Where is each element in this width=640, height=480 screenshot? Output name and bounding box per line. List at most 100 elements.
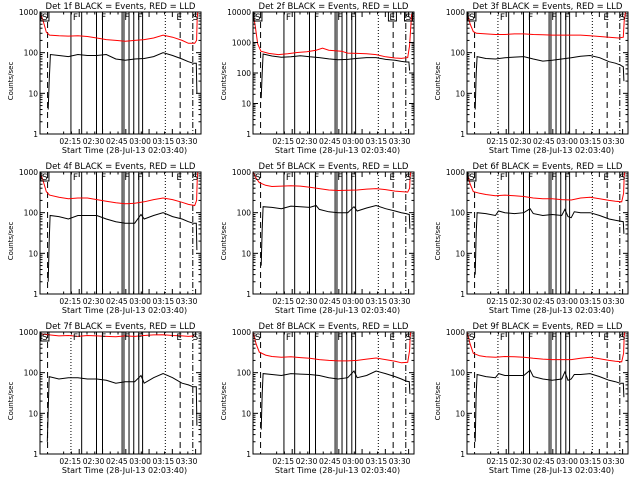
series-lld-line bbox=[253, 12, 414, 59]
y-tick-label: 100 bbox=[237, 209, 252, 218]
y-tick-label: 10 bbox=[28, 249, 38, 258]
x-tick-label: 03:00 bbox=[129, 457, 151, 466]
marker-s: S bbox=[193, 13, 199, 23]
panel-title: Det 7f BLACK = Events, RED = LLD bbox=[46, 322, 196, 332]
x-tick-label: 03:30 bbox=[389, 457, 411, 466]
marker-f: F bbox=[350, 13, 355, 23]
x-tick-label: 02:30 bbox=[510, 137, 532, 146]
marker-f: F bbox=[528, 173, 533, 183]
marker-e: E bbox=[603, 333, 609, 343]
y-tick-label: 1000 bbox=[446, 328, 465, 337]
series-lld-line bbox=[467, 12, 626, 39]
marker-f: F bbox=[528, 333, 533, 343]
plot-frame bbox=[466, 11, 629, 135]
panel-title: Det 1f BLACK = Events, RED = LLD bbox=[46, 2, 196, 12]
y-tick-label: 1 bbox=[460, 130, 465, 139]
marker-f: F bbox=[337, 333, 342, 343]
y-axis-label: Counts/sec bbox=[220, 382, 228, 421]
x-axis-label: Start Time (28-Jul-13 02:03:40) bbox=[489, 466, 614, 475]
y-axis-label: Counts/sec bbox=[434, 62, 442, 101]
marker-s: S bbox=[406, 173, 412, 183]
marker-f: F bbox=[337, 173, 342, 183]
y-tick-label: 1000 bbox=[232, 168, 251, 177]
x-tick-label: 02:15 bbox=[486, 137, 508, 146]
marker-f: F bbox=[286, 13, 291, 23]
marker-e: E bbox=[603, 13, 609, 23]
marker-e: E bbox=[389, 333, 395, 343]
x-tick-label: 02:30 bbox=[510, 297, 532, 306]
series-lld-line bbox=[253, 332, 412, 364]
marker-f: F bbox=[73, 333, 78, 343]
plot-frame bbox=[39, 331, 202, 455]
panel-title: Det 4f BLACK = Events, RED = LLD bbox=[46, 162, 196, 172]
x-tick-label: 02:45 bbox=[106, 297, 128, 306]
marker-s: S bbox=[469, 333, 475, 343]
y-tick-label: 100 bbox=[237, 369, 252, 378]
marker-f: F bbox=[500, 333, 505, 343]
y-tick-label: 100 bbox=[24, 209, 39, 218]
marker-f: F bbox=[101, 13, 106, 23]
y-tick-label: 1 bbox=[460, 290, 465, 299]
y-axis-label: Counts/sec bbox=[7, 62, 15, 101]
x-tick-label: 03:15 bbox=[580, 137, 602, 146]
y-tick-label: 1000 bbox=[232, 328, 251, 337]
panel-title: Det 3f BLACK = Events, RED = LLD bbox=[473, 2, 623, 12]
y-tick-label: 10 bbox=[455, 249, 465, 258]
y-axis-label: Counts/sec bbox=[220, 222, 228, 261]
y-tick-label: 1000 bbox=[446, 168, 465, 177]
x-tick-label: 02:15 bbox=[59, 457, 81, 466]
plot-frame bbox=[39, 171, 202, 295]
marker-f: F bbox=[286, 333, 291, 343]
marker-f: F bbox=[350, 333, 355, 343]
marker-e: E bbox=[389, 13, 395, 23]
marker-f: F bbox=[564, 173, 569, 183]
x-tick-label: 02:30 bbox=[83, 297, 105, 306]
plot-frame bbox=[39, 11, 202, 135]
x-tick-label: 02:30 bbox=[296, 457, 318, 466]
x-axis-label: Start Time (28-Jul-13 02:03:40) bbox=[62, 146, 187, 155]
series-lld-line bbox=[40, 333, 195, 338]
x-tick-label: 02:45 bbox=[319, 137, 341, 146]
y-axis-label: Counts/sec bbox=[434, 382, 442, 421]
marker-s: S bbox=[255, 13, 261, 23]
x-axis-label: Start Time (28-Jul-13 02:03:40) bbox=[489, 306, 614, 315]
x-tick-label: 03:00 bbox=[342, 297, 364, 306]
x-tick-label: 03:15 bbox=[153, 297, 175, 306]
x-tick-label: 02:45 bbox=[533, 457, 555, 466]
series-lld-line bbox=[40, 12, 199, 44]
x-tick-label: 03:15 bbox=[366, 137, 388, 146]
x-tick-label: 02:30 bbox=[83, 457, 105, 466]
marker-s: S bbox=[469, 173, 475, 183]
y-tick-label: 1 bbox=[33, 290, 38, 299]
marker-s: S bbox=[193, 173, 199, 183]
y-tick-label: 1000 bbox=[232, 39, 251, 48]
marker-s: S bbox=[406, 13, 412, 23]
marker-e: E bbox=[389, 173, 395, 183]
x-tick-label: 02:30 bbox=[510, 457, 532, 466]
y-tick-label: 10 bbox=[28, 89, 38, 98]
marker-s: S bbox=[42, 333, 48, 343]
y-axis-label: Counts/sec bbox=[7, 382, 15, 421]
y-tick-label: 100 bbox=[451, 49, 466, 58]
marker-f: F bbox=[73, 13, 78, 23]
series-events-line bbox=[474, 369, 625, 442]
y-tick-label: 1000 bbox=[19, 168, 38, 177]
series-events-line bbox=[260, 370, 411, 430]
marker-f: F bbox=[286, 173, 291, 183]
series-events-line bbox=[474, 54, 625, 110]
y-tick-label: 100 bbox=[24, 49, 39, 58]
marker-f: F bbox=[314, 13, 319, 23]
marker-f: F bbox=[137, 13, 142, 23]
marker-f: F bbox=[551, 333, 556, 343]
x-tick-label: 02:15 bbox=[272, 297, 294, 306]
marker-f: F bbox=[314, 173, 319, 183]
marker-s: S bbox=[620, 333, 626, 343]
marker-e: E bbox=[603, 173, 609, 183]
x-axis-label: Start Time (28-Jul-13 02:03:40) bbox=[489, 146, 614, 155]
x-tick-label: 03:15 bbox=[153, 137, 175, 146]
y-tick-label: 10 bbox=[455, 409, 465, 418]
